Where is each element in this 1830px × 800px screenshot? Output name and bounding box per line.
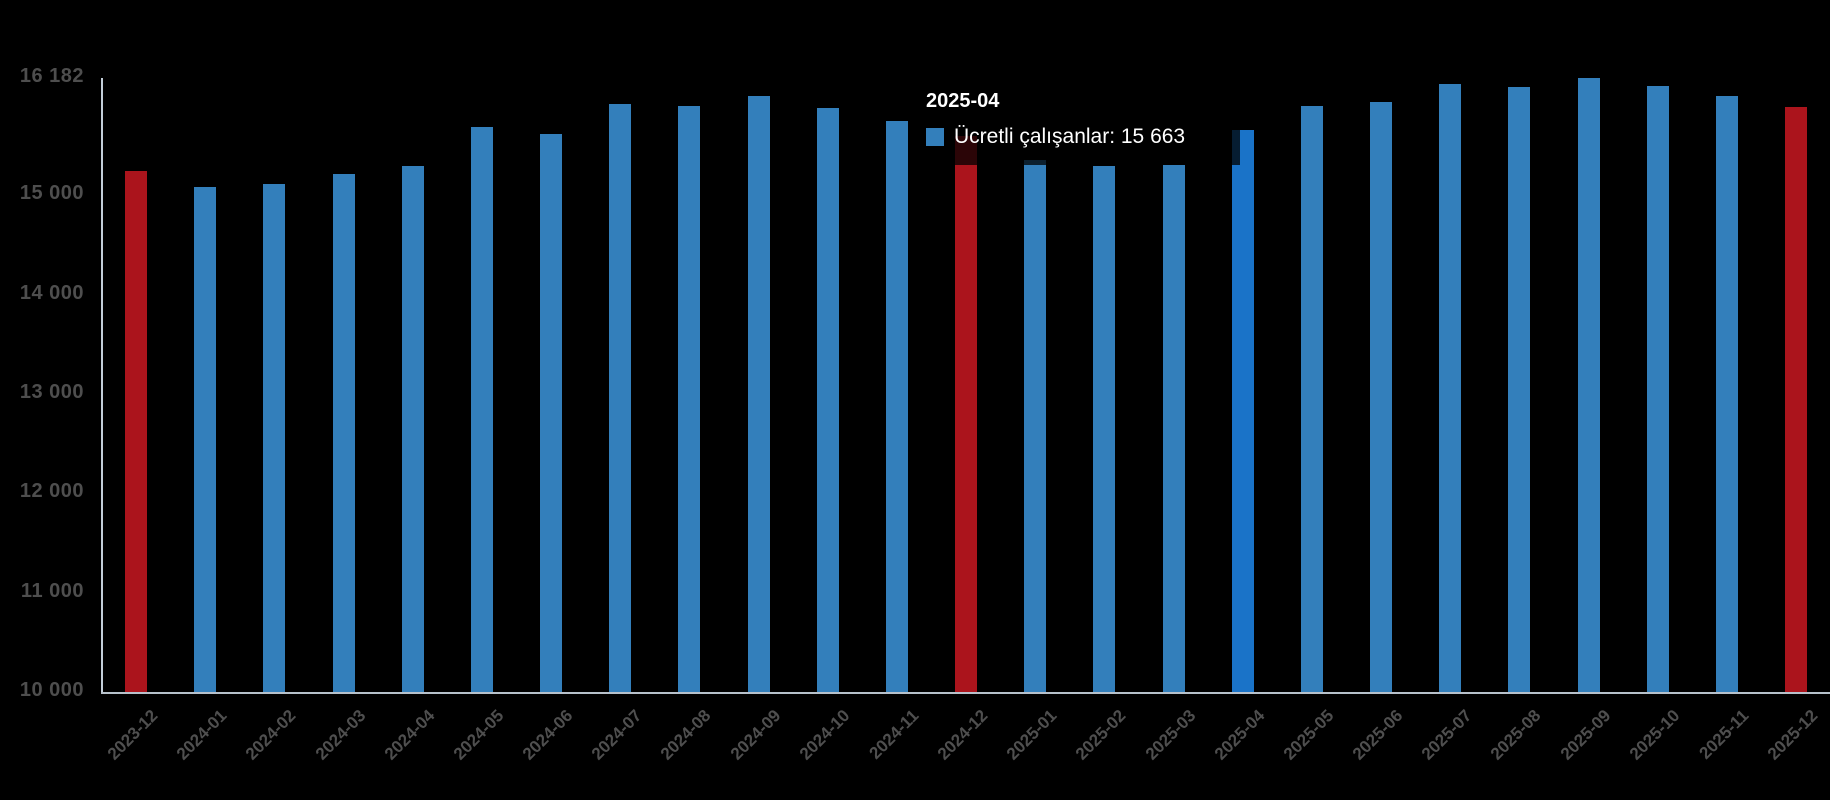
bar-2023-12[interactable]	[125, 171, 147, 692]
tooltip: 2025-04 Ücretli çalışanlar: 15 663	[908, 76, 1240, 165]
bar-2024-12[interactable]	[955, 136, 978, 692]
bar-2025-10[interactable]	[1646, 86, 1669, 692]
series-legend-swatch	[926, 128, 944, 146]
y-axis-label: 11 000	[20, 579, 84, 602]
bar-2024-10[interactable]	[816, 108, 839, 692]
x-axis-line	[101, 692, 1830, 694]
y-axis-label: 16 182	[19, 65, 84, 87]
bar-2025-05[interactable]	[1300, 106, 1323, 692]
bar-2025-03[interactable]	[1162, 165, 1185, 692]
bar-2025-11[interactable]	[1715, 96, 1738, 692]
y-axis-label: 14 000	[19, 281, 84, 304]
bar-2024-11[interactable]	[885, 121, 908, 692]
y-axis-label: 12 000	[19, 480, 84, 503]
bar-2024-09[interactable]	[747, 96, 770, 692]
bar-2025-08[interactable]	[1508, 86, 1531, 692]
bar-2025-04[interactable]	[1231, 129, 1254, 692]
bar-2024-07[interactable]	[609, 103, 632, 692]
bar-2024-04[interactable]	[401, 166, 424, 692]
y-axis-label: 15 000	[19, 182, 84, 205]
bar-2025-02[interactable]	[1093, 166, 1116, 692]
bar-2025-07[interactable]	[1439, 84, 1462, 692]
y-axis-line	[101, 78, 103, 694]
bar-2025-06[interactable]	[1370, 102, 1393, 692]
y-axis-label: 13 000	[19, 381, 84, 404]
bar-2024-08[interactable]	[678, 105, 701, 692]
y-axis-label: 10 000	[19, 679, 84, 701]
bar-2024-05[interactable]	[470, 126, 493, 692]
bar-2025-01[interactable]	[1024, 160, 1047, 692]
bar-2024-06[interactable]	[540, 134, 563, 692]
bar-2024-03[interactable]	[332, 173, 355, 692]
bar-2024-01[interactable]	[194, 186, 217, 692]
tooltip-title: 2025-04	[926, 90, 1000, 112]
tooltip-series-row: Ücretli çalışanlar: 15 663	[926, 125, 1222, 149]
tooltip-series-value: Ücretli çalışanlar: 15 663	[954, 125, 1186, 148]
bar-2025-12[interactable]	[1785, 107, 1808, 692]
bar-2025-09[interactable]	[1577, 78, 1600, 692]
bar-2024-02[interactable]	[263, 183, 286, 692]
